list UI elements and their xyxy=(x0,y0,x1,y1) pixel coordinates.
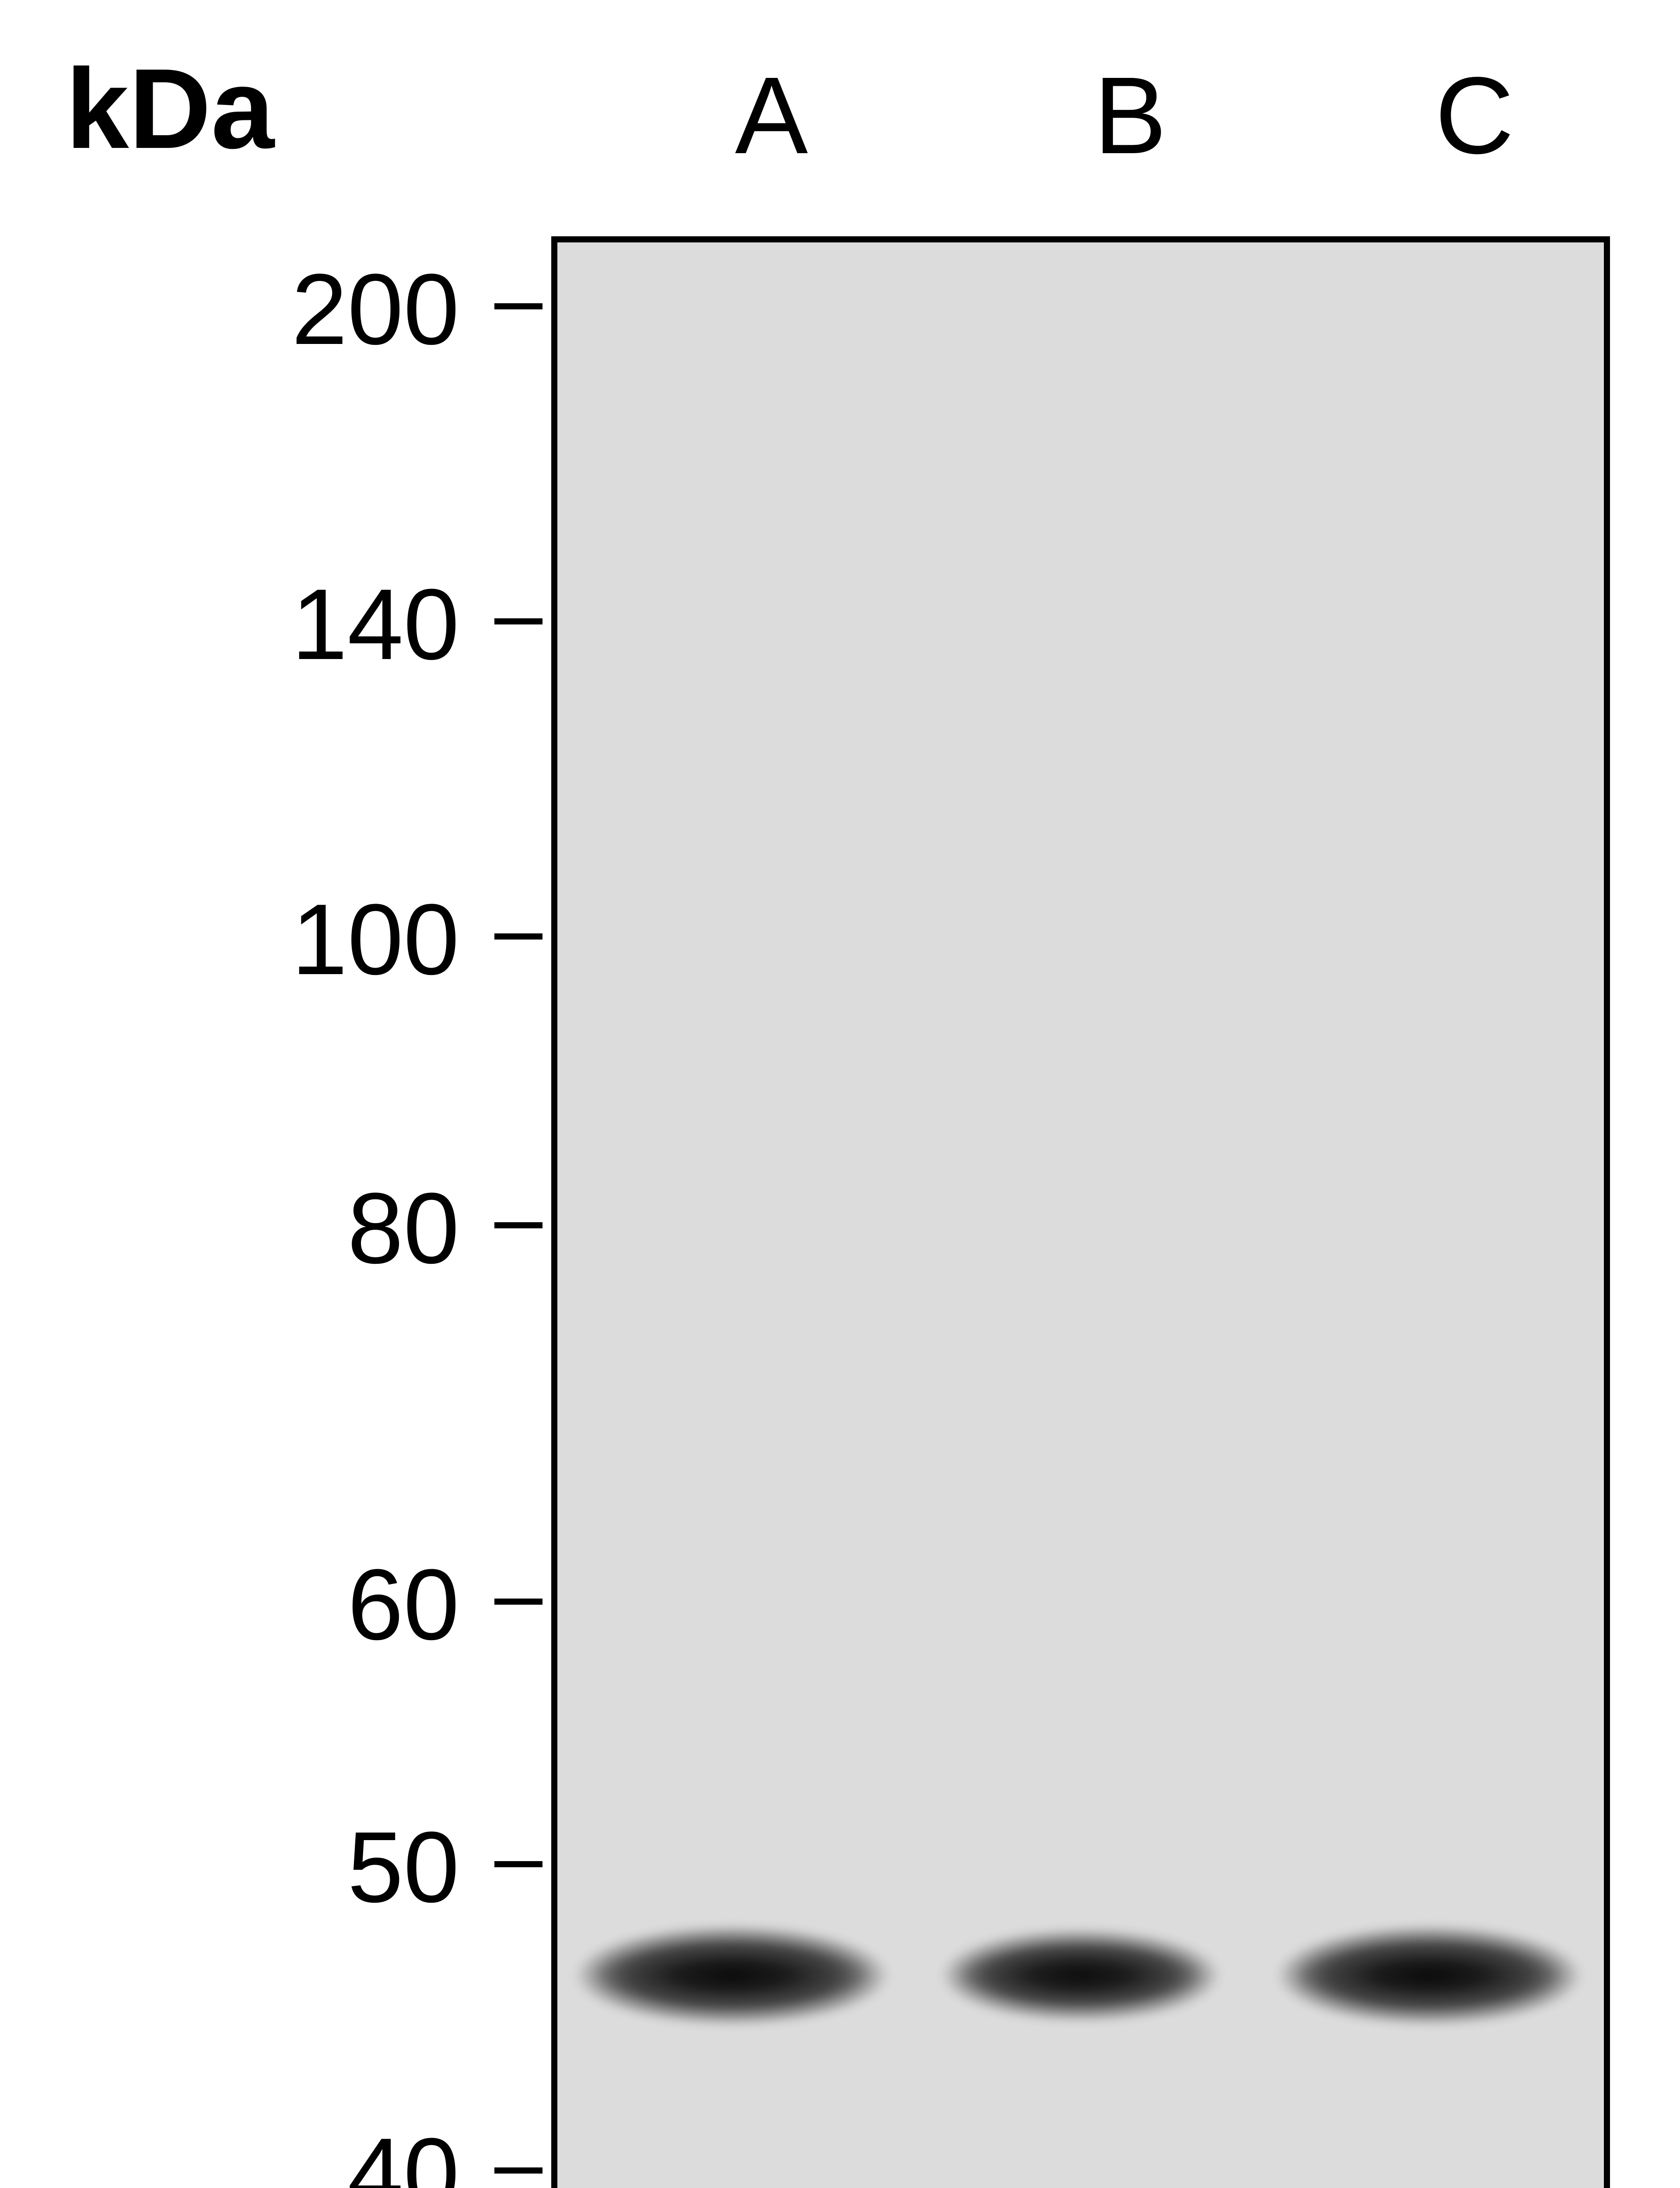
ytick-label-140: 140 xyxy=(291,566,459,682)
ytick-label-50: 50 xyxy=(347,1809,459,1925)
band-core-lane-b xyxy=(955,1930,1207,2021)
ytick-mark-50 xyxy=(494,1861,542,1867)
unit-label: kDa xyxy=(66,44,274,175)
lane-label-a: A xyxy=(735,53,808,178)
ytick-mark-40 xyxy=(494,2167,542,2174)
ytick-label-40: 40 xyxy=(347,2115,459,2188)
ytick-mark-60 xyxy=(494,1599,542,1605)
band-core-lane-c xyxy=(1292,1926,1567,2024)
blot-frame xyxy=(551,236,1610,2188)
ytick-mark-100 xyxy=(494,933,542,940)
lane-label-c: C xyxy=(1435,53,1514,178)
figure-container: kDa ABC 200140100806050403020 xyxy=(0,0,1680,2188)
ytick-label-200: 200 xyxy=(291,251,459,367)
blot-interior xyxy=(557,242,1604,2188)
ytick-mark-80 xyxy=(494,1222,542,1228)
band-core-lane-a xyxy=(590,1926,874,2024)
ytick-label-80: 80 xyxy=(347,1170,459,1286)
lane-label-b: B xyxy=(1094,53,1167,178)
ytick-label-100: 100 xyxy=(291,881,459,997)
ytick-label-60: 60 xyxy=(347,1546,459,1662)
ytick-mark-200 xyxy=(494,303,542,309)
ytick-mark-140 xyxy=(494,618,542,624)
